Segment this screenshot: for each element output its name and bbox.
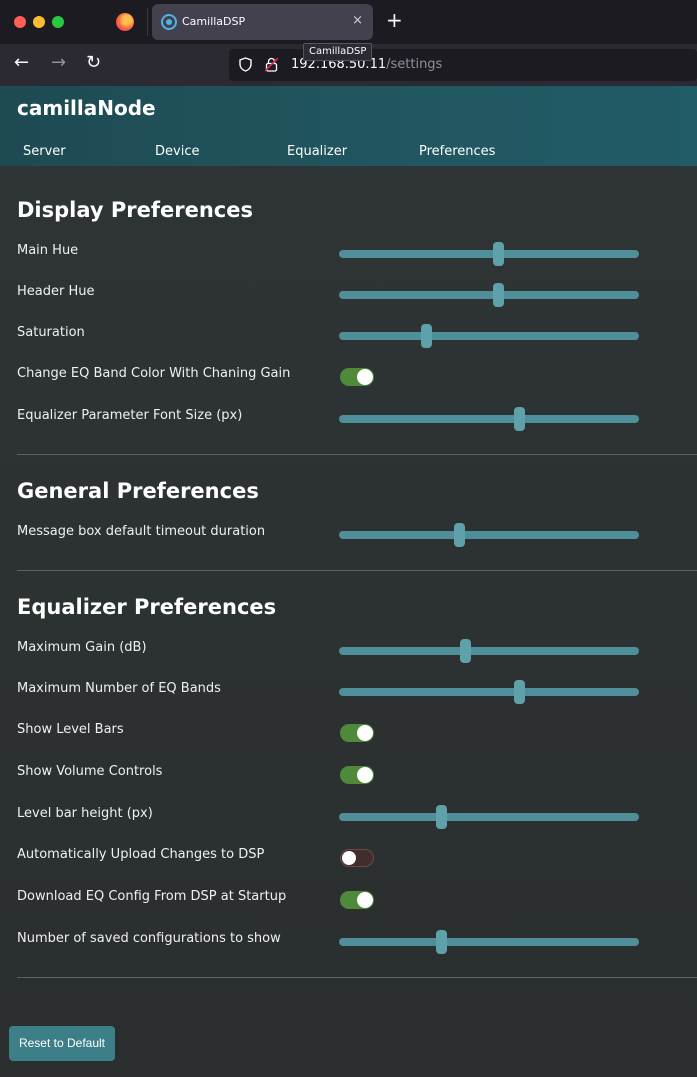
toggle-knob	[357, 767, 373, 783]
tab-title: CamillaDSP	[182, 15, 246, 28]
slider-thumb[interactable]	[436, 930, 447, 954]
browser-tab-bar: CamillaDSP × +	[0, 0, 697, 44]
level-bar-height-label: Level bar height (px)	[17, 806, 153, 821]
header-hue-label: Header Hue	[17, 284, 95, 299]
eq-font-size-slider[interactable]	[339, 407, 639, 431]
show-level-bars-toggle[interactable]	[340, 724, 374, 742]
eq-band-color-label: Change EQ Band Color With Chaning Gain	[17, 366, 291, 381]
slider-thumb[interactable]	[514, 407, 525, 431]
section-divider	[17, 977, 697, 978]
saved-configs-slider[interactable]	[339, 930, 639, 954]
tab-close-icon[interactable]: ×	[352, 13, 363, 28]
nav-preferences[interactable]: Preferences	[419, 144, 496, 159]
back-arrow-icon[interactable]: ←	[14, 52, 30, 73]
general-preferences-title: General Preferences	[17, 479, 259, 503]
tab-separator	[147, 8, 148, 36]
auto-upload-label: Automatically Upload Changes to DSP	[17, 847, 265, 862]
new-tab-icon[interactable]: +	[386, 8, 403, 32]
minimize-window-button[interactable]	[33, 16, 45, 28]
show-volume-controls-label: Show Volume Controls	[17, 764, 163, 779]
nav-device[interactable]: Device	[155, 144, 200, 159]
saturation-slider[interactable]	[339, 324, 639, 348]
slider-thumb[interactable]	[421, 324, 432, 348]
slider-thumb[interactable]	[436, 805, 447, 829]
display-preferences-title: Display Preferences	[17, 198, 253, 222]
nav-equalizer[interactable]: Equalizer	[287, 144, 348, 159]
max-gain-slider[interactable]	[339, 639, 639, 663]
main-hue-label: Main Hue	[17, 243, 79, 258]
message-timeout-slider[interactable]	[339, 523, 639, 547]
maximize-window-button[interactable]	[52, 16, 64, 28]
max-eq-bands-label: Maximum Number of EQ Bands	[17, 681, 221, 696]
reset-to-default-button[interactable]: Reset to Default	[9, 1026, 115, 1061]
shield-icon[interactable]	[239, 57, 252, 72]
url-bar[interactable]: 192.168.50.11/settings	[229, 49, 697, 81]
reload-icon[interactable]: ↻	[86, 52, 102, 73]
forward-arrow-icon[interactable]: →	[51, 52, 67, 73]
download-eq-config-toggle[interactable]	[340, 891, 374, 909]
app-title: camillaNode	[17, 96, 156, 120]
tab-tooltip: CamillaDSP	[303, 43, 373, 61]
section-divider	[17, 570, 697, 571]
tab-camilladsp[interactable]: CamillaDSP ×	[152, 4, 373, 40]
section-divider	[17, 454, 697, 455]
toggle-knob	[357, 369, 373, 385]
max-gain-label: Maximum Gain (dB)	[17, 640, 147, 655]
show-volume-controls-toggle[interactable]	[340, 766, 374, 784]
app-header: camillaNode Server Device Equalizer Pref…	[0, 86, 697, 166]
toggle-knob	[342, 851, 356, 865]
max-eq-bands-slider[interactable]	[339, 680, 639, 704]
eq-band-color-toggle[interactable]	[340, 368, 374, 386]
saved-configs-label: Number of saved configurations to show	[17, 931, 281, 946]
auto-upload-toggle[interactable]	[340, 849, 374, 867]
show-level-bars-label: Show Level Bars	[17, 722, 124, 737]
toggle-knob	[357, 725, 373, 741]
slider-thumb[interactable]	[514, 680, 525, 704]
main-hue-slider[interactable]	[339, 242, 639, 266]
preferences-content: Display Preferences Main Hue Header Hue …	[0, 166, 697, 1077]
insecure-lock-icon[interactable]	[265, 57, 278, 72]
equalizer-preferences-title: Equalizer Preferences	[17, 595, 277, 619]
download-eq-config-label: Download EQ Config From DSP at Startup	[17, 889, 287, 904]
header-hue-slider[interactable]	[339, 283, 639, 307]
slider-thumb[interactable]	[493, 242, 504, 266]
close-window-button[interactable]	[14, 16, 26, 28]
slider-thumb[interactable]	[460, 639, 471, 663]
toggle-knob	[357, 892, 373, 908]
message-timeout-label: Message box default timeout duration	[17, 524, 266, 539]
firefox-icon[interactable]	[116, 13, 134, 31]
slider-thumb[interactable]	[493, 283, 504, 307]
slider-thumb[interactable]	[454, 523, 465, 547]
level-bar-height-slider[interactable]	[339, 805, 639, 829]
eq-font-size-label: Equalizer Parameter Font Size (px)	[17, 408, 243, 423]
url-path: /settings	[386, 57, 443, 72]
saturation-label: Saturation	[17, 325, 85, 340]
nav-server[interactable]: Server	[23, 144, 66, 159]
camilladsp-favicon-icon	[161, 14, 177, 30]
